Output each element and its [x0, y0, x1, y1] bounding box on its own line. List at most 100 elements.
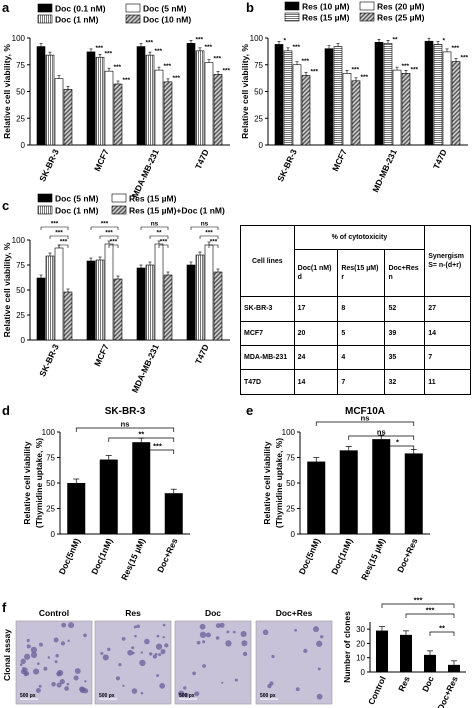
table-header-cell-lines: Cell lines	[240, 224, 295, 298]
bar	[195, 50, 205, 146]
bar	[442, 51, 452, 146]
colony	[202, 640, 206, 644]
table-cell: 39	[384, 320, 426, 346]
bar	[213, 74, 223, 146]
clonal-panel-label: Doc	[205, 608, 221, 618]
significance-bracket	[405, 613, 455, 618]
bar	[145, 54, 155, 146]
y-axis-label: Relative cell viability, %	[2, 44, 12, 139]
significance-mark: ***	[105, 50, 113, 57]
significance-mark: ns	[201, 221, 209, 228]
significance-mark: ***	[55, 230, 63, 237]
category-label: MD-MB-231	[370, 147, 399, 193]
y-axis-label: Relative cell viability	[262, 441, 272, 524]
colony	[115, 676, 121, 681]
table-cell: 27	[424, 296, 471, 322]
significance-mark: *	[284, 37, 287, 44]
y-tick-label: 75	[16, 261, 25, 270]
significance-mark: ***	[311, 68, 319, 75]
table-cell: 52	[384, 296, 426, 322]
colony	[26, 638, 30, 643]
chart-title: MCF10A	[345, 406, 385, 417]
colony	[102, 654, 109, 661]
table-cell-line: SK-BR-3	[240, 296, 295, 322]
table-header-group: % of cytotoxicity	[293, 224, 426, 251]
colony	[47, 656, 51, 659]
bar	[45, 255, 55, 341]
y-tick-label: 0	[21, 336, 26, 345]
significance-mark: ***	[210, 239, 218, 246]
bar	[163, 81, 173, 146]
colony	[196, 640, 201, 645]
category-label: T47D	[193, 148, 211, 171]
legend-label: Doc (0.1 nM)	[55, 4, 106, 14]
table-header-doc: Doc(1 nM) d	[293, 249, 339, 298]
scale-label: 500 px	[260, 693, 276, 699]
legend-swatch	[111, 193, 127, 203]
legend-label: Res (20 µM)	[377, 2, 425, 12]
bar	[372, 439, 391, 534]
significance-bracket	[149, 235, 169, 239]
legend-swatch	[37, 193, 53, 203]
significance-bracket	[49, 235, 69, 239]
y-tick-label: 100	[12, 34, 26, 43]
table-row: MDA-MB-231 24 4 35 7	[240, 344, 471, 371]
y-tick-label: 10	[356, 654, 365, 663]
colony	[61, 622, 67, 628]
cytotoxicity-table: Cell lines % of cytotoxicity Synergism S=…	[240, 224, 471, 395]
colony	[64, 686, 69, 691]
significance-mark: ***	[146, 40, 154, 47]
y-tick-label: 25	[46, 505, 55, 514]
colony	[158, 653, 162, 657]
bar	[145, 264, 155, 341]
bar	[36, 46, 46, 146]
significance-mark: ***	[402, 63, 410, 70]
bar	[307, 461, 326, 534]
colony	[316, 693, 323, 700]
significance-bracket	[40, 226, 69, 230]
colony	[240, 630, 247, 638]
bar	[86, 51, 96, 146]
bar	[301, 75, 311, 146]
y-tick-label: 0	[259, 141, 264, 150]
colony	[140, 651, 143, 654]
bar	[204, 244, 214, 341]
category-label: Res(15 µM)	[119, 536, 147, 581]
legend-label: Doc (10 nM)	[143, 15, 191, 25]
category-label: SK-BR-3	[37, 147, 61, 183]
category-label: MDA-MB-231	[130, 147, 161, 199]
colony	[243, 651, 248, 657]
colony	[51, 681, 56, 687]
legend-label: Doc (1 nM)	[55, 15, 99, 25]
table-cell: 35	[384, 344, 426, 371]
table-col-sym: S= n-(d+r)	[428, 262, 462, 269]
colony	[303, 648, 308, 654]
colony	[131, 688, 138, 694]
bar	[204, 62, 214, 146]
significance-bracket	[199, 235, 219, 239]
significance-mark: **	[138, 430, 144, 439]
y-tick-label: 75	[16, 61, 25, 70]
clonal-panel-label: Control	[39, 608, 69, 618]
bar	[86, 260, 96, 341]
colony	[178, 690, 185, 697]
colony	[131, 646, 135, 650]
table-cell: 7	[337, 369, 386, 395]
significance-mark: **	[393, 36, 399, 43]
table-cell: 8	[337, 296, 386, 322]
colony	[133, 625, 137, 629]
significance-bracket	[99, 235, 119, 239]
colony	[313, 626, 319, 633]
colony	[162, 636, 165, 639]
bar	[433, 44, 443, 146]
significance-bracket	[140, 449, 175, 454]
significance-mark: ***	[110, 239, 118, 246]
colony	[140, 691, 144, 695]
clonal-image	[174, 620, 252, 705]
y-tick-label: 25	[254, 114, 263, 123]
bar	[113, 278, 123, 341]
colony	[68, 622, 75, 629]
significance-bracket	[140, 226, 169, 230]
bar	[186, 43, 196, 146]
table-cell-line: MCF7	[240, 320, 295, 346]
